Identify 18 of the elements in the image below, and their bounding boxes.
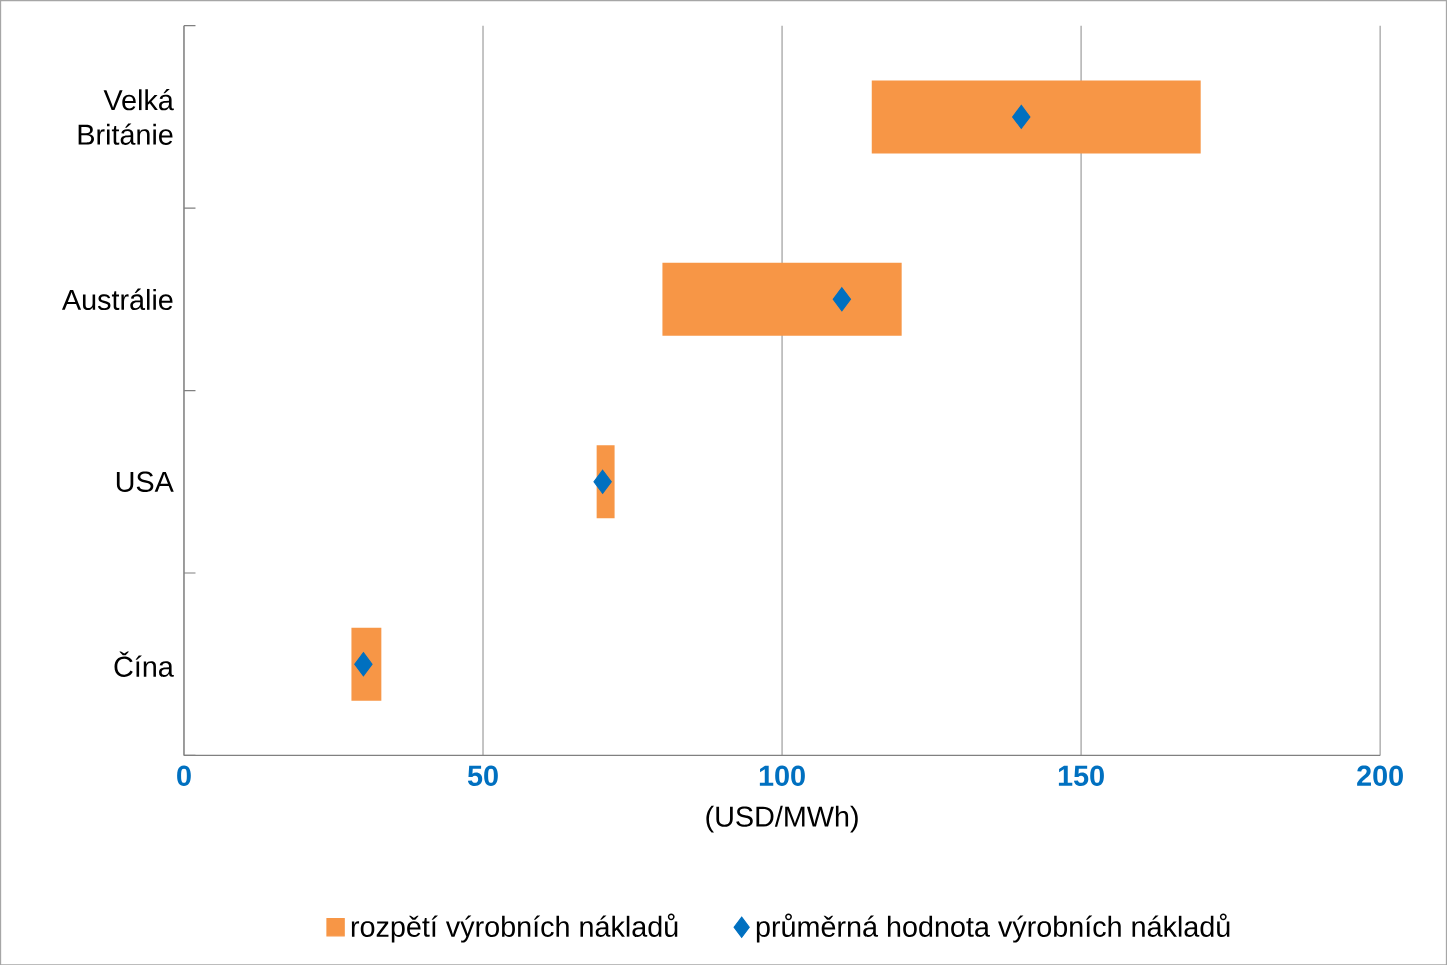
x-tick-label: 100	[759, 765, 805, 786]
point	[1012, 104, 1031, 129]
bar	[662, 262, 902, 336]
legend-label: rozpětí výrobních nákladů	[351, 913, 678, 943]
x-tick-label: 0	[177, 765, 191, 786]
y-tick-label: Čína	[114, 651, 174, 677]
y-tick-label: USA	[116, 471, 174, 492]
x-tick-label: 200	[1357, 765, 1403, 786]
y-tick-label: Austrálie	[61, 288, 173, 310]
legend-label: průměrná hodnota výrobních nákladů	[756, 913, 1230, 943]
point	[354, 651, 373, 677]
point	[593, 469, 612, 494]
x-tick-label: 150	[1058, 765, 1104, 786]
x-tick-label: 50	[467, 765, 498, 786]
bar	[871, 80, 1201, 154]
y-tick-label: Velká Británie	[78, 88, 174, 145]
x-axis-title: (USD/MWh)	[706, 805, 858, 833]
point	[832, 287, 852, 312]
